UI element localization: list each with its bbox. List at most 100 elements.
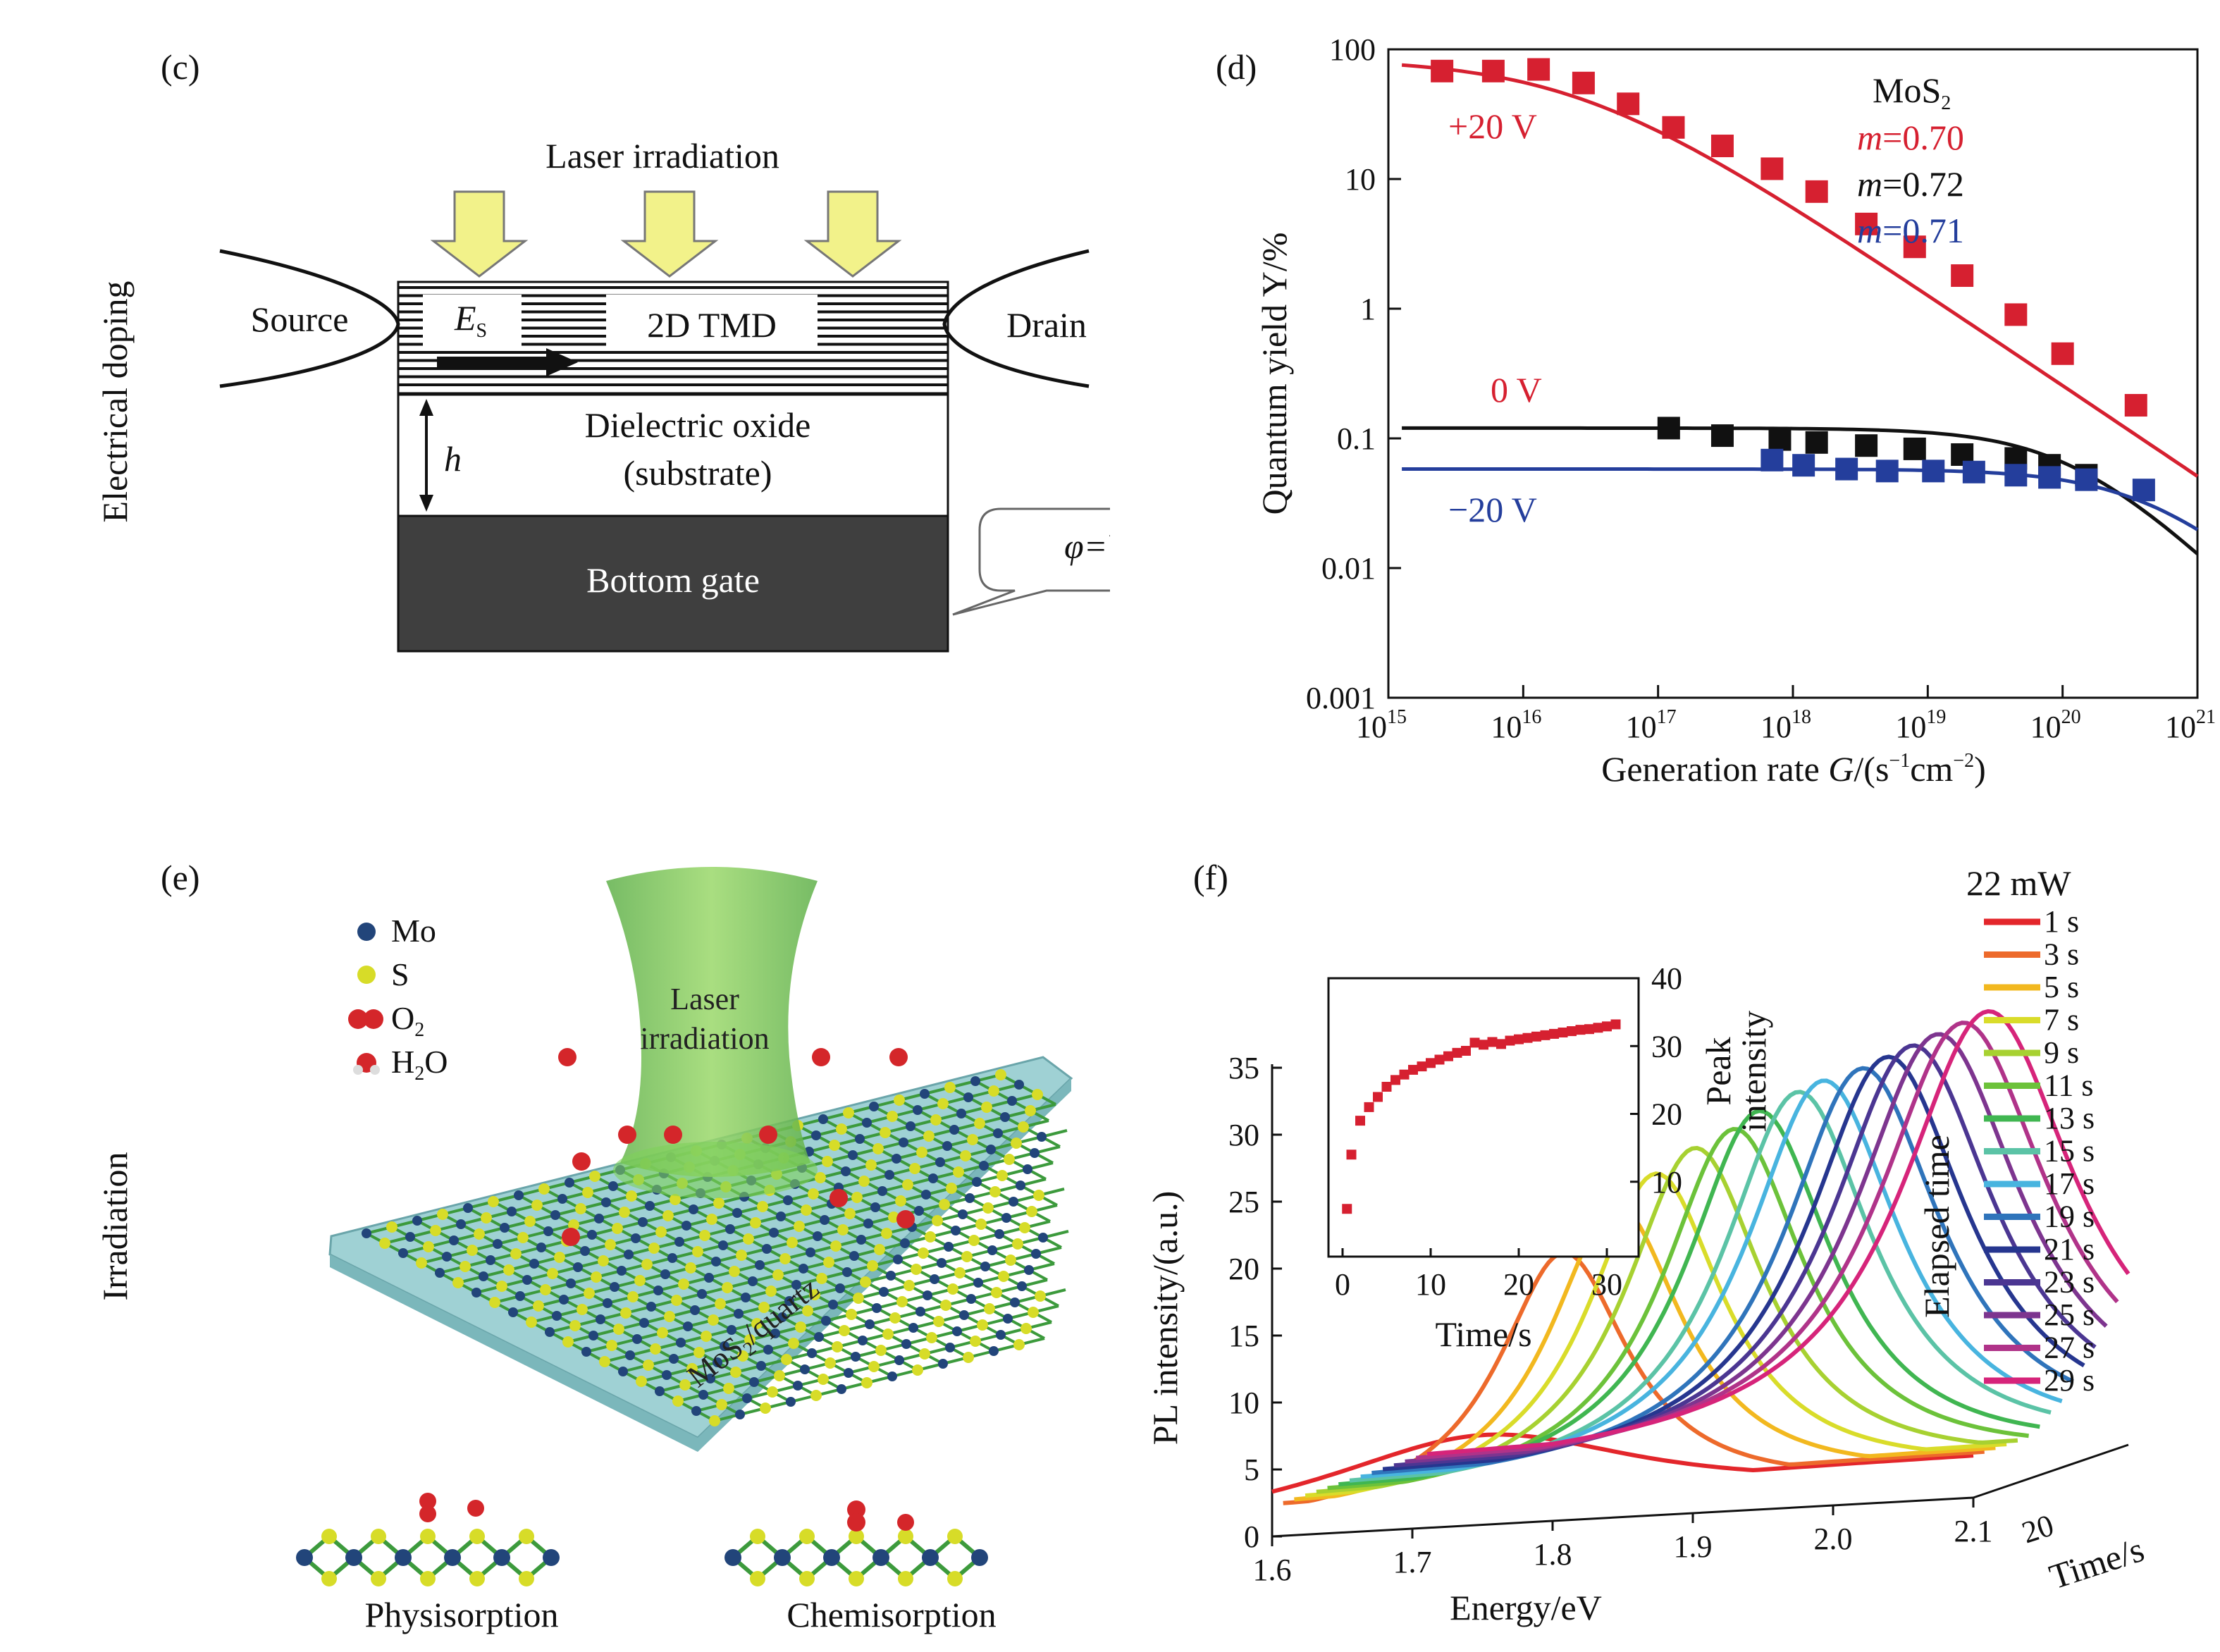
o2-legend-icon [348, 1009, 383, 1029]
mo-atom [1017, 1281, 1027, 1291]
x-tick-base: 10 [1895, 710, 1926, 744]
xlabel-end: ) [1974, 749, 1986, 789]
s-atom [467, 1245, 478, 1256]
s-atom [925, 1231, 936, 1243]
pl-spectrum-curve [1416, 1021, 2119, 1460]
s-atom [371, 1571, 386, 1586]
s-atom [386, 1221, 397, 1233]
inset-data-point [1602, 1021, 1612, 1032]
material-label: MoS2 [1873, 70, 1951, 114]
s-atom [599, 1356, 610, 1367]
inset-y-tick-label: 20 [1651, 1097, 1682, 1132]
mo-atom [732, 1208, 742, 1218]
data-point [1951, 264, 1974, 288]
inset-data-point [1487, 1037, 1498, 1047]
mo-atom [515, 1291, 525, 1301]
s-atom [743, 1233, 754, 1245]
mo-atom [814, 1332, 824, 1342]
data-point [1805, 180, 1828, 203]
pl-spectrum-curve [1405, 1032, 2108, 1464]
s-atom [737, 1350, 748, 1362]
phys-label: Physisorption [364, 1595, 558, 1634]
mo-atom [928, 1173, 938, 1183]
o2-main: O [391, 1000, 414, 1036]
bottom-gate [397, 514, 949, 653]
m-blue-eq: = [1882, 211, 1902, 250]
s-atom [802, 1305, 813, 1317]
y-tick-label: 0.01 [1321, 551, 1376, 586]
inset-data-point [1355, 1116, 1365, 1126]
mo-atom [986, 1145, 996, 1154]
mo-atom [552, 1311, 562, 1321]
s-atom [634, 1275, 646, 1286]
s-atom [895, 1195, 906, 1207]
s-atom [872, 1143, 884, 1154]
data-point [1903, 437, 1926, 460]
laser-arrow-icon [430, 190, 529, 278]
panel-c-side-label: Electrical doping [95, 281, 135, 523]
s-atom [858, 1176, 870, 1187]
s-atom [547, 1268, 558, 1279]
field-arrow-icon [437, 348, 578, 376]
s-atom [606, 1340, 617, 1351]
mo-atom [522, 1275, 532, 1285]
s-atom [787, 1237, 798, 1248]
s-atom [940, 1300, 951, 1311]
panel-e-tag: (e) [161, 858, 200, 897]
label-pos: +20 V [1448, 106, 1537, 146]
s-atom [880, 1127, 891, 1138]
s-atom [554, 1252, 565, 1263]
s-atom [947, 1283, 958, 1295]
mo-atom [877, 1186, 887, 1196]
laser-label: Laser irradiation [545, 136, 779, 175]
data-point [2132, 479, 2155, 502]
s-atom [531, 1200, 543, 1211]
mo-atom [835, 1283, 845, 1293]
s-atom [998, 1271, 1009, 1282]
s-atom [836, 1123, 847, 1135]
inset-data-point [1342, 1204, 1352, 1214]
mo-atom [662, 1370, 672, 1380]
s-atom [830, 1240, 841, 1252]
mo-atom [646, 1302, 656, 1312]
mo-atom [691, 1406, 701, 1416]
legend-label: 3 s [2044, 937, 2079, 972]
mo-atom [536, 1243, 546, 1252]
s-atom [963, 1352, 974, 1363]
s-atom [808, 1188, 819, 1200]
mo-atom [887, 1371, 897, 1381]
s-atom [627, 1291, 639, 1302]
mo-atom [762, 1244, 772, 1254]
legend-label: 7 s [2044, 1003, 2079, 1037]
s-atom [729, 1266, 740, 1277]
legend-label: 25 s [2044, 1297, 2095, 1332]
mo-atom [444, 1549, 461, 1566]
s-atom [799, 1529, 815, 1544]
mo-atom [851, 1352, 861, 1362]
tmd-label: 2D TMD [647, 305, 777, 345]
data-point [1922, 460, 1945, 483]
s-atom [488, 1196, 499, 1207]
s-atom [524, 1216, 536, 1227]
mo-legend-label: Mo [391, 913, 436, 949]
mo-atom [989, 1346, 999, 1356]
s-atom [794, 1221, 805, 1232]
s-atom [839, 1325, 850, 1336]
mo-atom [1023, 1164, 1032, 1174]
s-atom [481, 1212, 492, 1223]
mo-atom [1037, 1132, 1047, 1142]
pl-spectrum-curve [1371, 1066, 2074, 1475]
source-electrode [219, 249, 400, 388]
mo-atom [713, 1357, 722, 1367]
phi-label: φ=Vg [1064, 526, 1110, 570]
xlabel-pre: Generation rate [1601, 749, 1828, 789]
data-point [1835, 457, 1858, 481]
y-tick-label: 1 [1360, 292, 1376, 326]
inset-data-point [1558, 1028, 1568, 1037]
x-tick-label: 1017 [1626, 706, 1677, 744]
y-tick-label: 10 [1345, 162, 1376, 197]
legend-label: 23 s [2044, 1265, 2095, 1300]
s-atom [894, 1095, 905, 1106]
mo-atom [581, 1347, 591, 1357]
mo-atom [769, 1228, 779, 1238]
